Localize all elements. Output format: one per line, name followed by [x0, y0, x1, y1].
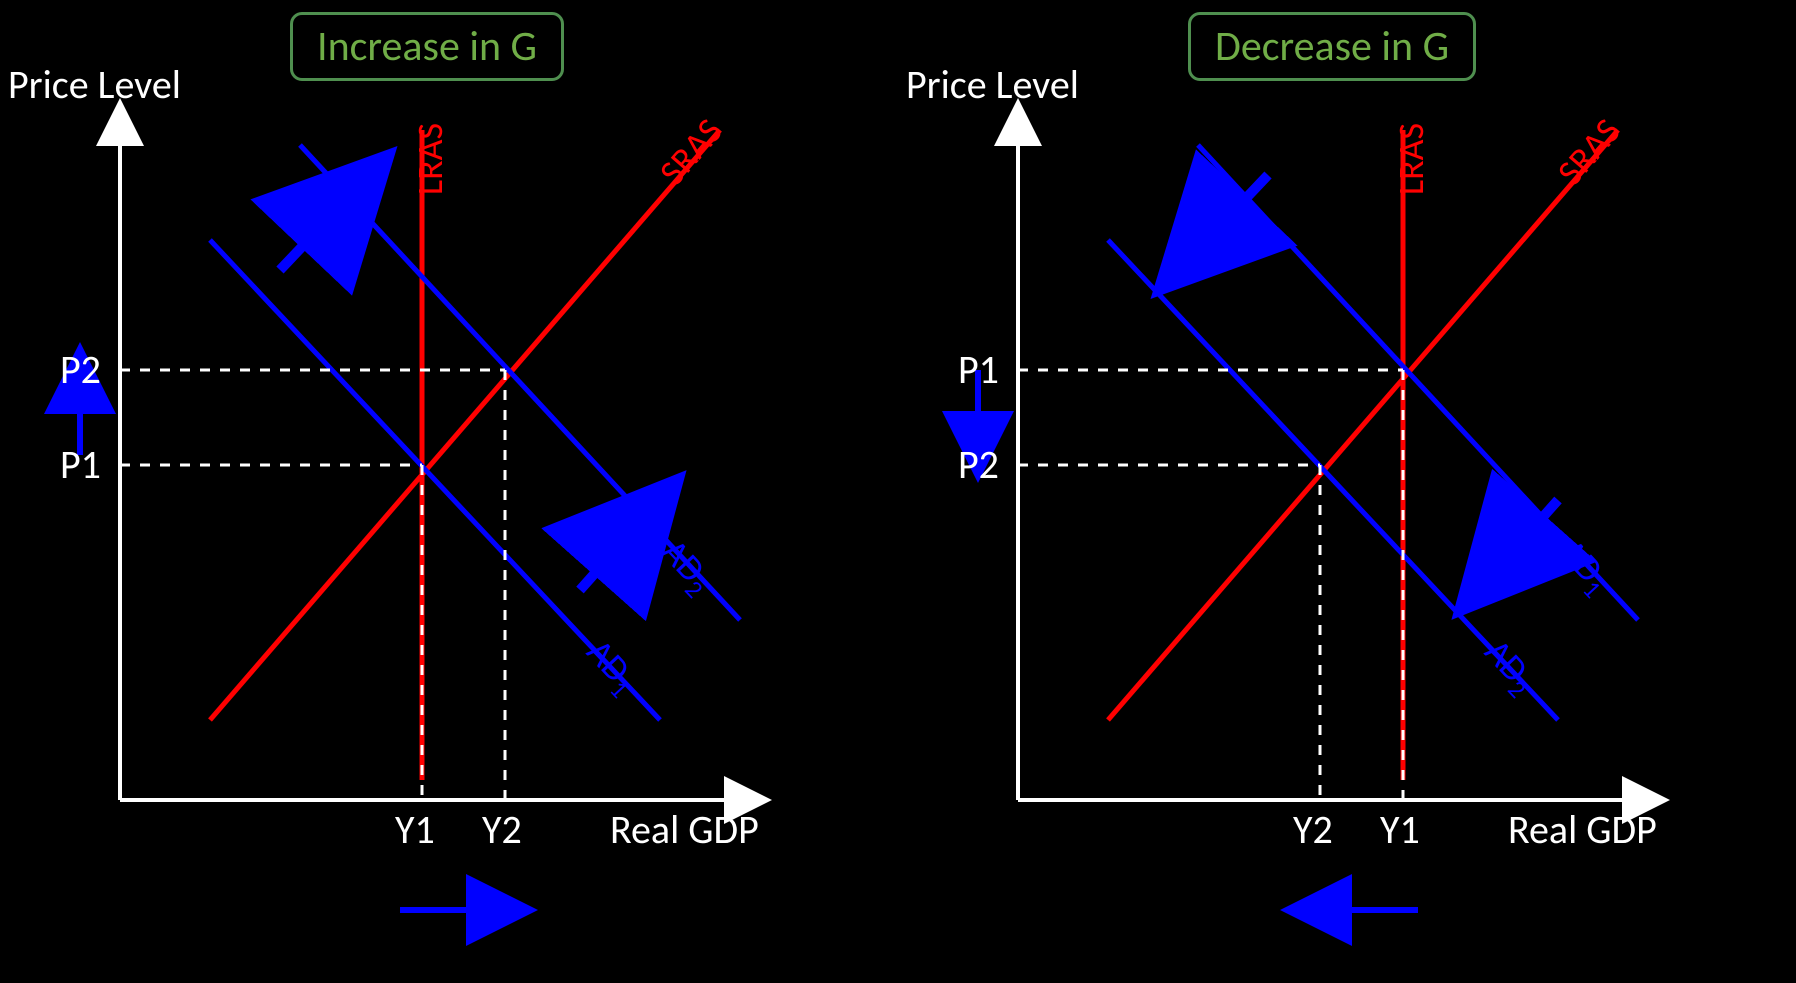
y-axis-label: Price Level [906, 60, 1079, 109]
y2-label: Y2 [1293, 805, 1333, 854]
x-axis-label: Real GDP [1508, 805, 1657, 854]
p2-label: P2 [60, 345, 101, 394]
y1-label: Y1 [1380, 805, 1420, 854]
p2-label: P2 [958, 440, 999, 489]
shift-arrow-bottom [1478, 500, 1558, 590]
shift-arrow-bottom [580, 500, 660, 590]
lras-label: LRAS [408, 123, 452, 195]
panel-increase-g: Increase in G [0, 0, 898, 983]
chart-right-svg [898, 0, 1796, 983]
sras-curve [1108, 130, 1618, 720]
figure-container: { "colors": { "background": "#000000", "… [0, 0, 1796, 983]
y1-label: Y1 [395, 805, 435, 854]
shift-arrow-top [280, 175, 370, 270]
panel-decrease-g: Decrease in G [898, 0, 1796, 983]
y-axis-label: Price Level [8, 60, 181, 109]
x-axis-label: Real GDP [610, 805, 759, 854]
sras-curve [210, 130, 720, 720]
lras-label: LRAS [1389, 123, 1433, 195]
p1-label: P1 [60, 440, 101, 489]
shift-arrow-top [1178, 175, 1268, 270]
y2-label: Y2 [482, 805, 522, 854]
p1-label: P1 [958, 345, 999, 394]
